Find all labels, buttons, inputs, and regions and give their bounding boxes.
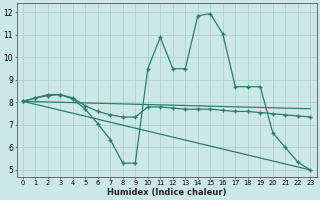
X-axis label: Humidex (Indice chaleur): Humidex (Indice chaleur) (107, 188, 226, 197)
